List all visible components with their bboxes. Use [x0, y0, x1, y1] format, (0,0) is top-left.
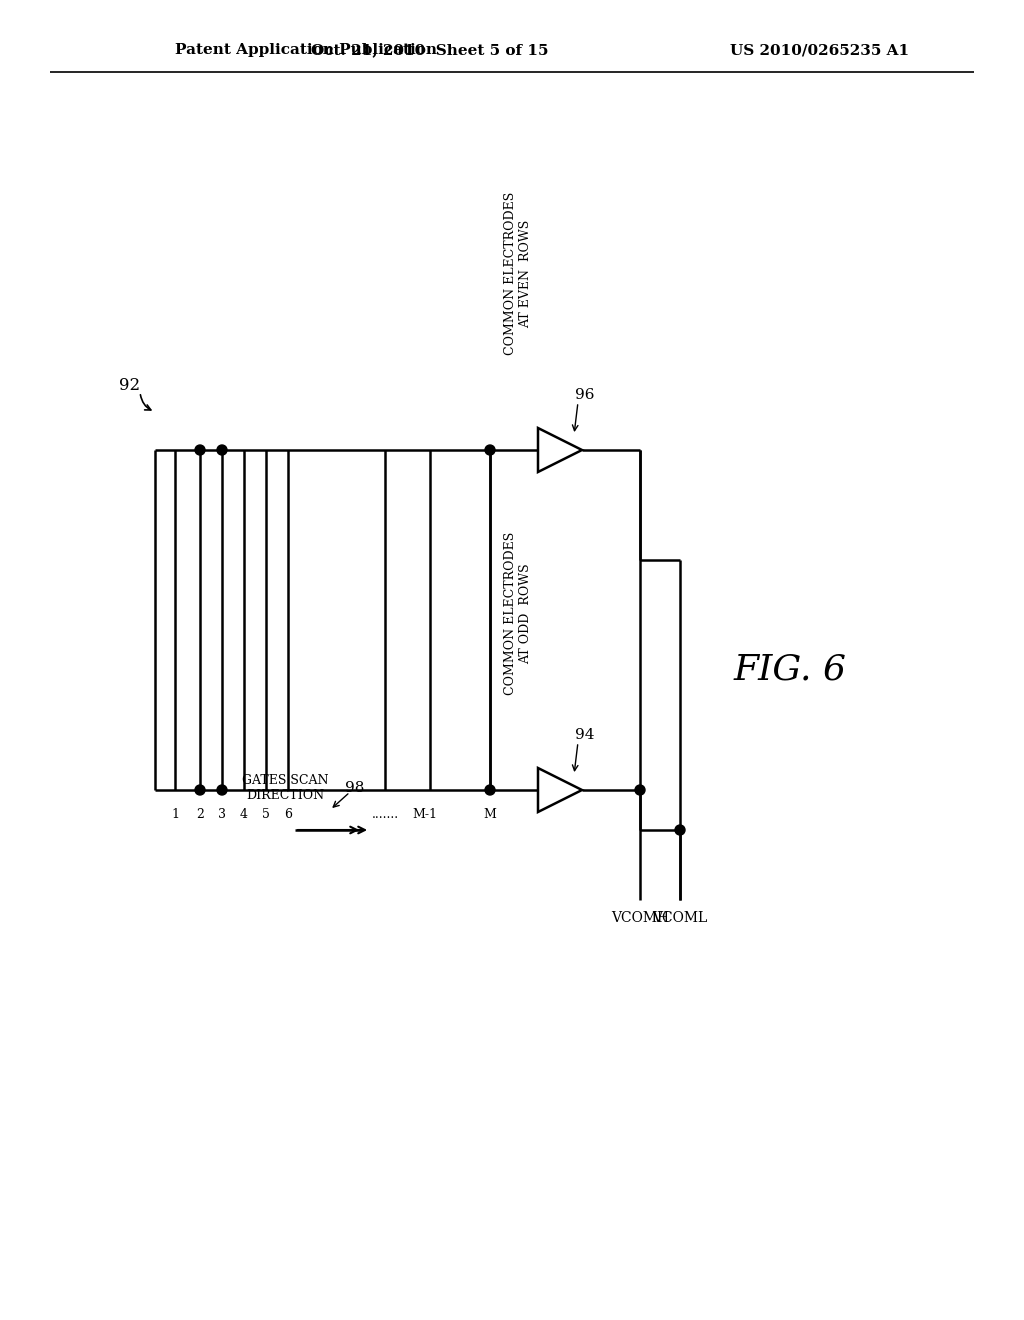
Circle shape: [635, 785, 645, 795]
Text: 1: 1: [171, 808, 179, 821]
Text: COMMON ELECTRODES
AT ODD  ROWS: COMMON ELECTRODES AT ODD ROWS: [504, 532, 532, 696]
Text: US 2010/0265235 A1: US 2010/0265235 A1: [730, 44, 909, 57]
Text: 2: 2: [196, 808, 204, 821]
Text: COMMON ELECTRODES
AT EVEN  ROWS: COMMON ELECTRODES AT EVEN ROWS: [504, 191, 532, 355]
Circle shape: [675, 825, 685, 836]
Text: .......: .......: [372, 808, 398, 821]
Text: Patent Application Publication: Patent Application Publication: [175, 44, 437, 57]
Text: 4: 4: [240, 808, 248, 821]
Text: Oct. 21, 2010  Sheet 5 of 15: Oct. 21, 2010 Sheet 5 of 15: [311, 44, 549, 57]
Text: 3: 3: [218, 808, 226, 821]
Text: 5: 5: [262, 808, 270, 821]
Text: FIG. 6: FIG. 6: [733, 653, 847, 686]
Text: M: M: [483, 808, 497, 821]
Text: 98: 98: [345, 781, 365, 795]
Text: 92: 92: [120, 376, 140, 393]
Text: VCOMH: VCOMH: [611, 911, 669, 925]
Circle shape: [195, 785, 205, 795]
Text: 96: 96: [575, 388, 595, 403]
Text: VCOML: VCOML: [652, 911, 708, 925]
Circle shape: [217, 445, 227, 455]
Text: 94: 94: [575, 729, 595, 742]
Circle shape: [485, 445, 495, 455]
Text: 6: 6: [284, 808, 292, 821]
Text: GATES SCAN
DIRECTION: GATES SCAN DIRECTION: [242, 774, 329, 803]
Text: M-1: M-1: [413, 808, 437, 821]
Circle shape: [217, 785, 227, 795]
Circle shape: [485, 785, 495, 795]
Circle shape: [195, 445, 205, 455]
